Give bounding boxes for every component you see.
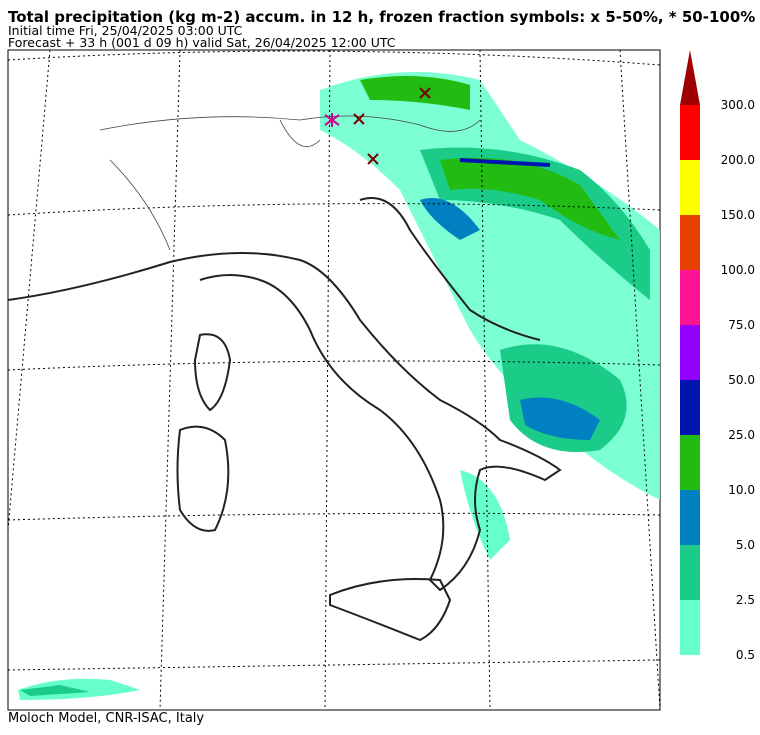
colorbar-label: 10.0 (728, 483, 755, 497)
title: Total precipitation (kg m-2) accum. in 1… (8, 8, 755, 26)
initial-time: Initial time Fri, 25/04/2025 03:00 UTC (8, 23, 243, 38)
precip-area (440, 157, 620, 240)
precip-area (360, 76, 470, 110)
map (7, 49, 661, 711)
colorbar-band (680, 215, 700, 270)
precip-area (459, 158, 551, 167)
precip-area (420, 198, 480, 240)
footer: Moloch Model, CNR-ISAC, Italy (8, 711, 204, 726)
colorbar-band (680, 105, 700, 160)
colorbar-label: 75.0 (728, 318, 755, 332)
colorbar-label: 5.0 (736, 538, 755, 552)
frozen-symbol (324, 113, 340, 127)
colorbar-band (680, 270, 700, 325)
colorbar-label: 100.0 (721, 263, 755, 277)
precip-area (20, 685, 90, 696)
colorbar-label: 200.0 (721, 153, 755, 167)
precip-area (460, 470, 510, 560)
frozen-symbol (353, 113, 365, 125)
frozen-symbol (419, 87, 431, 99)
colorbar: 0.5 2.5 5.0 10.0 25.0 50.0 75.0 100.0 150.0 200.0… (680, 50, 755, 662)
colorbar-band (680, 325, 700, 380)
colorbar-label: 25.0 (728, 428, 755, 442)
colorbar-band (680, 160, 700, 215)
colorbar-arrow (680, 50, 700, 105)
colorbar-band (680, 435, 700, 490)
colorbar-label: 2.5 (736, 593, 755, 607)
colorbar-label: 0.5 (736, 648, 755, 662)
colorbar-band (680, 490, 700, 545)
colorbar-band (680, 380, 700, 435)
forecast: Forecast + 33 h (001 d 09 h) valid Sat, … (8, 35, 396, 50)
colorbar-band (680, 545, 700, 600)
frozen-symbol (367, 153, 379, 165)
precip-area (520, 397, 600, 440)
colorbar-label: 50.0 (728, 373, 755, 387)
colorbar-band (680, 600, 700, 655)
colorbar-label: 300.0 (721, 98, 755, 112)
colorbar-label: 150.0 (721, 208, 755, 222)
